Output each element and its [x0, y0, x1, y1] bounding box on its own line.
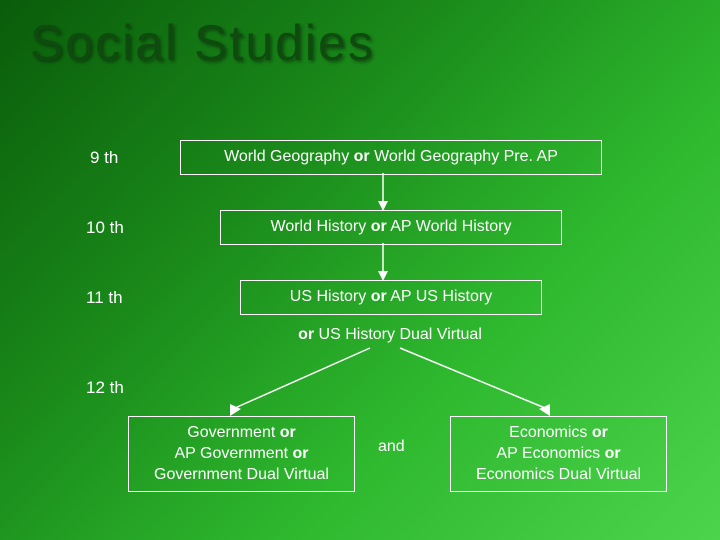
gov-line2-or: or	[292, 445, 308, 462]
text-11th-extra-main: US History Dual Virtual	[314, 326, 482, 343]
text-9th-a: World Geography	[224, 148, 354, 165]
box-government: Government or AP Government or Governmen…	[128, 416, 355, 492]
gov-line1-a: Government	[187, 424, 279, 441]
gov-line3: Government Dual Virtual	[139, 465, 344, 486]
text-11th-b: AP US History	[387, 288, 493, 305]
box-11th: US History or AP US History	[240, 280, 542, 315]
text-11th-or: or	[371, 288, 387, 305]
grade-9-label: 9 th	[90, 148, 118, 168]
eco-line3: Economics Dual Virtual	[461, 465, 656, 486]
eco-line2-or: or	[605, 445, 621, 462]
eco-line1-a: Economics	[509, 424, 592, 441]
page-title: Social Studies	[30, 14, 375, 72]
text-10th-or: or	[371, 218, 387, 235]
text-10th-b: AP World History	[387, 218, 512, 235]
text-11th-extra-or: or	[298, 326, 314, 343]
grade-10-label: 10 th	[86, 218, 124, 238]
box-9th: World Geography or World Geography Pre. …	[180, 140, 602, 175]
text-9th-or: or	[354, 148, 370, 165]
eco-line2-a: AP Economics	[496, 445, 604, 462]
text-10th-a: World History	[271, 218, 371, 235]
grade-11-label: 11 th	[86, 288, 123, 308]
text-11th-a: US History	[290, 288, 371, 305]
eco-line1-or: or	[592, 424, 608, 441]
text-11th-extra: or US History Dual Virtual	[275, 326, 505, 344]
box-economics: Economics or AP Economics or Economics D…	[450, 416, 667, 492]
text-9th-b: World Geography Pre. AP	[370, 148, 558, 165]
box-10th: World History or AP World History	[220, 210, 562, 245]
gov-line2-a: AP Government	[175, 445, 293, 462]
gov-line1-or: or	[280, 424, 296, 441]
arrow-10-to-11	[375, 243, 391, 281]
text-and: and	[378, 438, 405, 456]
arrow-9-to-10	[375, 173, 391, 211]
